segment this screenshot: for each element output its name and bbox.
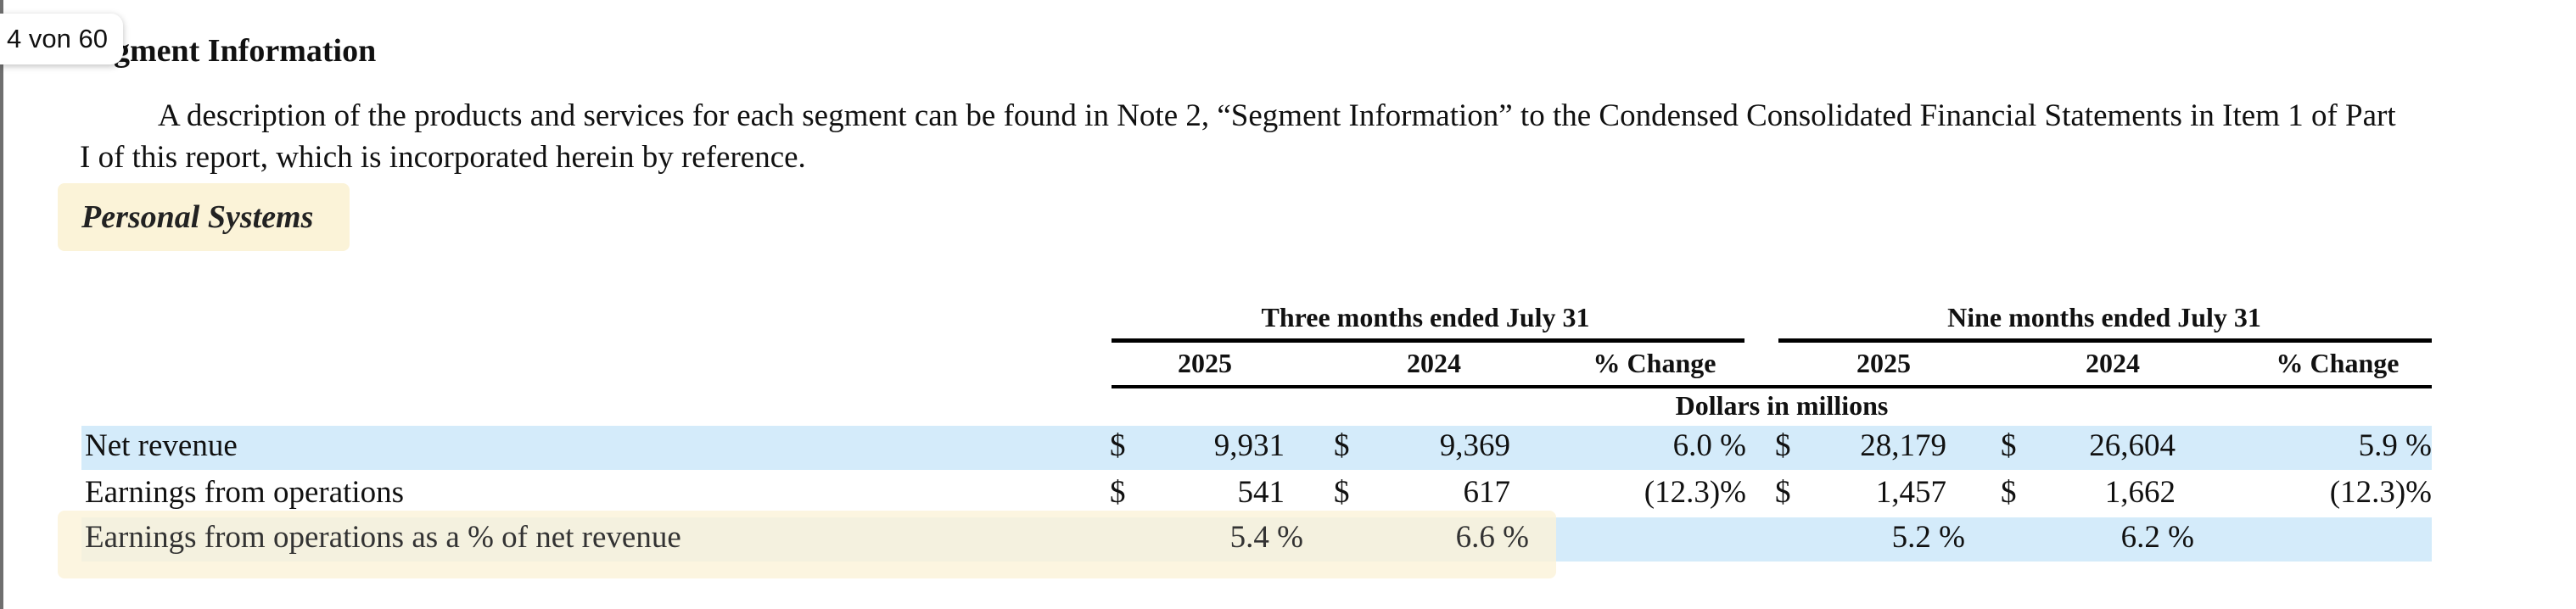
value-n-2024: 1,662 [2104,475,2176,510]
value-q-2024: 617 [1463,475,1511,510]
value-q-2025: 541 [1237,475,1285,510]
currency-symbol: $ [1775,475,1791,510]
personal-systems-highlight [58,183,350,251]
col-header-2025-n: 2025 [1856,348,1911,378]
margin-row-text-highlight [58,511,1556,578]
value-n-2025: 5.2 % [1891,520,1965,555]
three-months-header: Three months ended July 31 [1261,302,1590,332]
value-n-change: 5.9 % [2358,428,2432,463]
value-q-2024: 6.6 % [1455,520,1529,555]
value-n-2024: 26,604 [2089,428,2176,463]
section-heading: Segment Information [81,33,377,69]
value-n-2025: 28,179 [1860,428,1946,463]
currency-symbol: $ [1110,428,1126,463]
page-indicator: 4 von 60 [0,14,123,64]
value-q-2024: 9,369 [1439,428,1510,463]
currency-symbol: $ [2001,475,2017,510]
currency-symbol: $ [1334,475,1350,510]
intro-text: A description of the products and servic… [80,98,2396,175]
nine-months-header: Nine months ended July 31 [1947,302,2261,332]
col-header-2025-q: 2025 [1178,348,1232,378]
value-n-2025: 1,457 [1875,475,1946,510]
page-edge [0,0,3,609]
net-revenue-row-highlight [81,426,2432,470]
row-label: Net revenue [85,428,238,463]
currency-symbol: $ [1334,428,1350,463]
value-q-change: (12.3)% [1644,475,1746,510]
value-n-2024: 6.2 % [2120,520,2194,555]
value-n-change: (12.3)% [2329,475,2432,510]
col-header-2024-q: 2024 [1407,348,1461,378]
nine-months-rule [1778,338,2432,343]
column-header-rule [1112,385,2432,388]
row-label: Earnings from operations as a % of net r… [85,520,681,555]
col-header-change-q: % Change [1593,348,1716,378]
value-q-2025: 5.4 % [1229,520,1303,555]
currency-symbol: $ [1110,475,1126,510]
currency-symbol: $ [1775,428,1791,463]
three-months-rule [1112,338,1744,343]
row-label: Earnings from operations [85,475,405,510]
segment-title: Personal Systems [81,199,314,235]
col-header-2024-n: 2024 [2086,348,2140,378]
units-label: Dollars in millions [1675,390,1889,421]
value-q-change: 6.0 % [1672,428,1746,463]
col-header-change-n: % Change [2276,348,2400,378]
value-q-2025: 9,931 [1213,428,1285,463]
currency-symbol: $ [2001,428,2017,463]
intro-paragraph: A description of the products and servic… [80,95,2413,178]
